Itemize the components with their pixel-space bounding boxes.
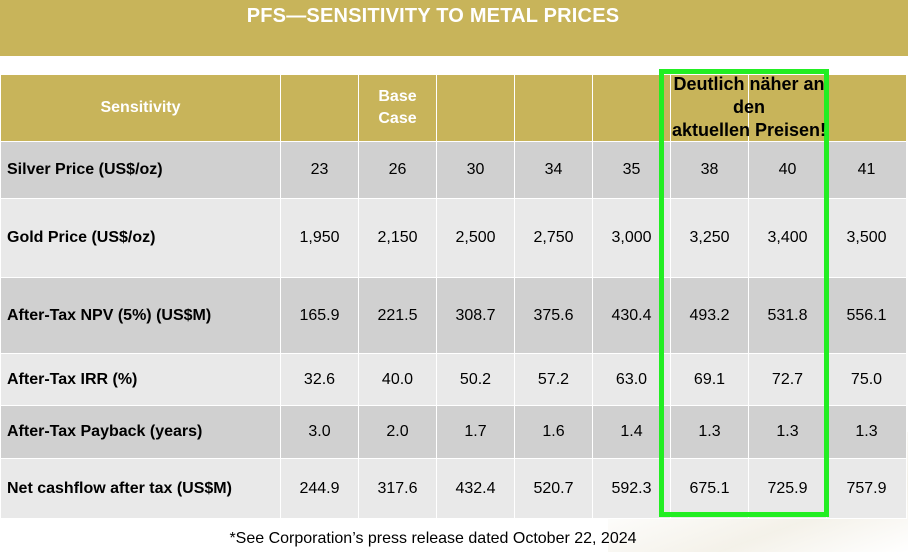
table-cell: 1,950 bbox=[280, 198, 359, 278]
annotation-line-1: Deutlich näher an bbox=[673, 74, 825, 94]
row-label-silver-price: Silver Price (US$/oz) bbox=[0, 141, 281, 199]
row-label-gold-price: Gold Price (US$/oz) bbox=[0, 198, 281, 278]
table-cell: 1.7 bbox=[436, 405, 515, 459]
table-cell: 592.3 bbox=[592, 458, 671, 519]
annotation-line-2: den bbox=[732, 97, 765, 117]
table-cell: 493.2 bbox=[670, 277, 749, 354]
table-cell: 531.8 bbox=[748, 277, 827, 354]
table-cell: 1.6 bbox=[514, 405, 593, 459]
table-cell: 32.6 bbox=[280, 353, 359, 406]
table-cell: 38 bbox=[670, 141, 749, 199]
header-row: Sensitivity Base Case bbox=[0, 74, 907, 142]
table-row: After-Tax IRR (%) 32.6 40.0 50.2 57.2 63… bbox=[0, 353, 907, 406]
highlight-annotation: Deutlich näher an den aktuellen Preisen! bbox=[656, 73, 842, 142]
table-cell: 40 bbox=[748, 141, 827, 199]
table-cell: 72.7 bbox=[748, 353, 827, 406]
table-cell: 2,750 bbox=[514, 198, 593, 278]
table-cell: 41 bbox=[826, 141, 907, 199]
table-cell: 1.3 bbox=[748, 405, 827, 459]
table-cell: 23 bbox=[280, 141, 359, 199]
sensitivity-table: Sensitivity Base Case Silver Price (US$/… bbox=[0, 74, 907, 519]
table-cell: 244.9 bbox=[280, 458, 359, 519]
table-cell: 308.7 bbox=[436, 277, 515, 354]
table-cell: 520.7 bbox=[514, 458, 593, 519]
header-col-7 bbox=[748, 74, 827, 142]
header-sensitivity: Sensitivity bbox=[0, 74, 281, 142]
table-row: Silver Price (US$/oz) 23 26 30 34 35 38 … bbox=[0, 141, 907, 199]
header-col-3 bbox=[436, 74, 515, 142]
table-cell: 1.3 bbox=[670, 405, 749, 459]
table-cell: 430.4 bbox=[592, 277, 671, 354]
table-cell: 3,000 bbox=[592, 198, 671, 278]
table-cell: 57.2 bbox=[514, 353, 593, 406]
page-title: PFS—SENSITIVITY TO METAL PRICES bbox=[246, 5, 620, 27]
annotation-line-3: aktuellen Preisen! bbox=[671, 120, 827, 140]
table-cell: 30 bbox=[436, 141, 515, 199]
row-label-payback: After-Tax Payback (years) bbox=[0, 405, 281, 459]
table-cell: 165.9 bbox=[280, 277, 359, 354]
header-col-6 bbox=[670, 74, 749, 142]
table-row: Net cashflow after tax (US$M) 244.9 317.… bbox=[0, 458, 907, 519]
table-cell: 556.1 bbox=[826, 277, 907, 354]
title-banner: PFS—SENSITIVITY TO METAL PRICES bbox=[0, 0, 908, 56]
table-cell: 34 bbox=[514, 141, 593, 199]
row-label-irr: After-Tax IRR (%) bbox=[0, 353, 281, 406]
table-cell: 3,400 bbox=[748, 198, 827, 278]
table-cell: 69.1 bbox=[670, 353, 749, 406]
table-cell: 2,150 bbox=[358, 198, 437, 278]
table-cell: 26 bbox=[358, 141, 437, 199]
table-cell: 757.9 bbox=[826, 458, 907, 519]
row-label-npv: After-Tax NPV (5%) (US$M) bbox=[0, 277, 281, 354]
table-cell: 3.0 bbox=[280, 405, 359, 459]
table-row: Gold Price (US$/oz) 1,950 2,150 2,500 2,… bbox=[0, 198, 907, 278]
table-cell: 2,500 bbox=[436, 198, 515, 278]
table-cell: 40.0 bbox=[358, 353, 437, 406]
table-cell: 725.9 bbox=[748, 458, 827, 519]
row-label-net-cashflow: Net cashflow after tax (US$M) bbox=[0, 458, 281, 519]
table-cell: 63.0 bbox=[592, 353, 671, 406]
table-cell: 375.6 bbox=[514, 277, 593, 354]
table-cell: 35 bbox=[592, 141, 671, 199]
header-col-8 bbox=[826, 74, 907, 142]
table-cell: 1.3 bbox=[826, 405, 907, 459]
header-col-4 bbox=[514, 74, 593, 142]
header-base-case: Base Case bbox=[358, 74, 437, 142]
table-cell: 432.4 bbox=[436, 458, 515, 519]
table-cell: 675.1 bbox=[670, 458, 749, 519]
table-row: After-Tax Payback (years) 3.0 2.0 1.7 1.… bbox=[0, 405, 907, 459]
table-row: After-Tax NPV (5%) (US$M) 165.9 221.5 30… bbox=[0, 277, 907, 354]
header-col-1 bbox=[280, 74, 359, 142]
table-cell: 75.0 bbox=[826, 353, 907, 406]
table-cell: 3,500 bbox=[826, 198, 907, 278]
table-cell: 3,250 bbox=[670, 198, 749, 278]
table-cell: 2.0 bbox=[358, 405, 437, 459]
table-cell: 50.2 bbox=[436, 353, 515, 406]
header-col-5 bbox=[592, 74, 671, 142]
footnote: *See Corporation’s press release dated O… bbox=[229, 530, 637, 547]
table-cell: 221.5 bbox=[358, 277, 437, 354]
table-cell: 1.4 bbox=[592, 405, 671, 459]
table-cell: 317.6 bbox=[358, 458, 437, 519]
